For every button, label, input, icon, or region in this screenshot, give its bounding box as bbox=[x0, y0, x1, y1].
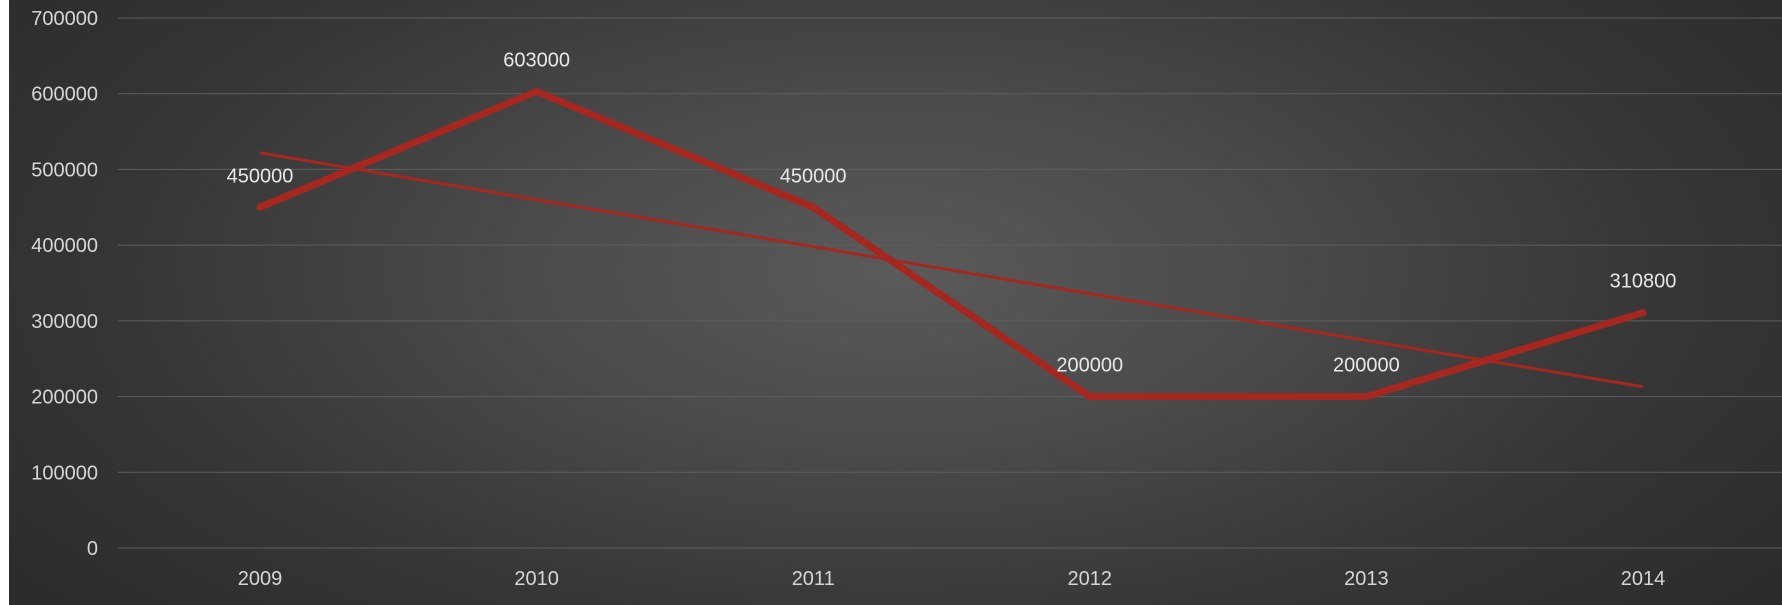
x-tick-label: 2013 bbox=[1344, 568, 1389, 590]
x-tick-label: 2012 bbox=[1068, 568, 1113, 590]
data-point bbox=[1639, 309, 1647, 317]
x-tick-label: 2010 bbox=[514, 568, 559, 590]
y-tick-label: 300000 bbox=[31, 311, 98, 333]
data-label: 310800 bbox=[1610, 271, 1677, 293]
y-tick-label: 200000 bbox=[31, 387, 98, 409]
data-label: 450000 bbox=[227, 165, 294, 187]
chart-area bbox=[9, 0, 1782, 605]
y-tick-label: 100000 bbox=[31, 462, 98, 484]
x-tick-label: 2014 bbox=[1621, 568, 1666, 590]
y-tick-label: 600000 bbox=[31, 84, 98, 106]
trendline-path bbox=[259, 151, 1644, 389]
y-axis-labels: 0 100000 200000 300000 400000 500000 600000 700… bbox=[31, 8, 98, 560]
data-label: 450000 bbox=[780, 165, 847, 187]
data-point bbox=[809, 203, 817, 211]
x-axis-labels: 2009 2010 2011 2012 2013 2014 bbox=[238, 568, 1666, 590]
x-tick-label: 2011 bbox=[792, 568, 835, 590]
data-point bbox=[256, 203, 264, 211]
y-tick-label: 400000 bbox=[31, 235, 98, 257]
y-tick-label: 700000 bbox=[31, 8, 98, 30]
data-point bbox=[1362, 393, 1370, 401]
series-line bbox=[256, 87, 1647, 401]
data-labels: 450000 603000 450000 200000 200000 310800 bbox=[227, 49, 1677, 376]
data-label: 200000 bbox=[1056, 355, 1123, 377]
gridlines bbox=[118, 17, 1782, 549]
y-tick-label: 0 bbox=[87, 538, 98, 560]
data-point bbox=[1086, 393, 1094, 401]
y-tick-label: 500000 bbox=[31, 159, 98, 181]
data-label: 603000 bbox=[503, 49, 570, 71]
data-label: 200000 bbox=[1333, 355, 1400, 377]
data-point bbox=[533, 87, 541, 95]
trendline bbox=[259, 151, 1644, 389]
series-path bbox=[256, 87, 1647, 401]
x-tick-label: 2009 bbox=[238, 568, 283, 590]
